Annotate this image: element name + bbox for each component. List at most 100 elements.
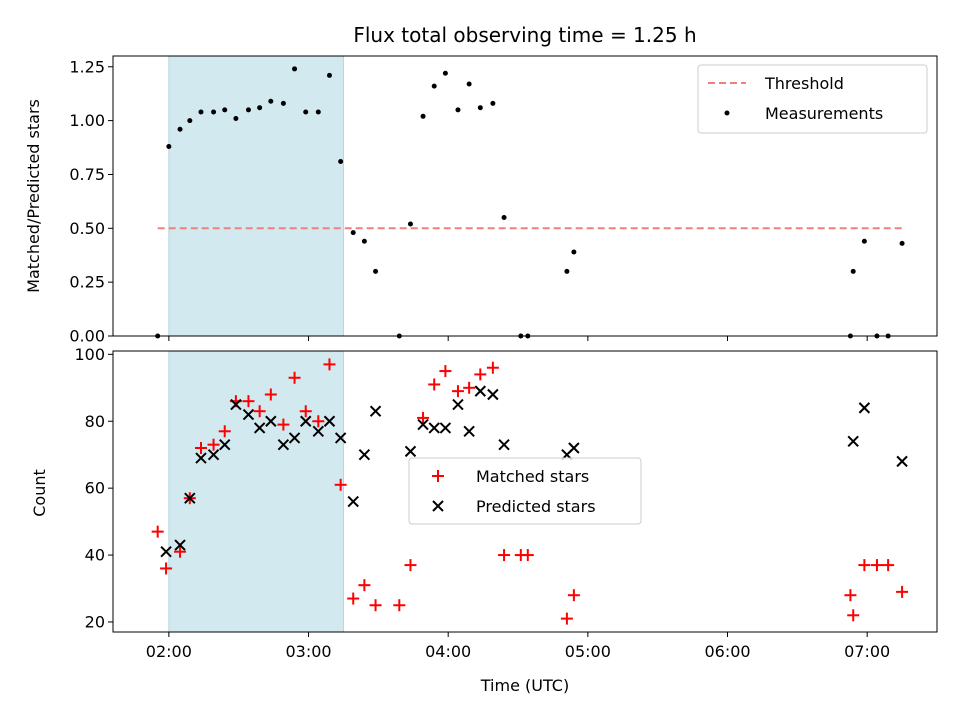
bot-ytick-label: 40 [85,546,105,565]
matched-point [160,562,173,575]
predicted-point [474,385,487,397]
measurement-point [407,221,413,227]
matched-point [174,545,187,558]
top-ytick-label: 1.25 [69,57,105,76]
predicted-point [265,415,277,427]
matched-point [264,388,277,401]
predicted-point [253,422,266,434]
predicted-point [323,415,336,427]
matched-point [417,411,430,424]
measurement-point [166,143,172,149]
measurement-point [861,238,867,244]
matched-point [521,549,534,562]
bot-xtick-label: 06:00 [704,642,750,661]
series-matched-stars [151,358,909,625]
predicted-point [417,418,429,431]
predicted-point [369,405,382,417]
measurement-point [850,268,856,274]
measurement-point [455,107,461,113]
matched-point [847,609,860,622]
measurement-point [326,72,332,78]
matched-point [870,559,883,572]
predicted-point [452,398,464,411]
bot-ytick-label: 60 [85,479,105,498]
measurement-point [292,66,298,72]
predicted-point [300,415,312,427]
predicted-point [358,448,371,461]
matched-point [486,361,499,374]
x-axis-label: Time (UTC) [480,676,569,695]
bot-ytick-label: 100 [74,345,105,364]
bottom-y-ticks: 20 40 60 80 100 [74,345,113,631]
top-series [155,66,905,339]
measurement-point [361,238,367,244]
matched-point [288,371,301,384]
measurement-point [350,230,356,236]
predicted-point [463,425,475,437]
matched-point [218,425,231,438]
measurement-point [338,159,344,165]
predicted-point [858,402,871,414]
matched-point [844,589,857,602]
matched-point [393,599,406,612]
bot-xtick-label: 05:00 [565,642,611,661]
matched-point [358,579,371,592]
matched-point [858,559,871,572]
measurement-point [373,268,379,274]
predicted-point [568,442,580,454]
predicted-point [207,448,220,461]
matched-point [404,559,417,572]
bottom-x-ticks: 02:00 03:00 04:00 05:00 06:00 07:00 [146,632,890,661]
predicted-point [184,492,196,504]
matched-point [428,378,441,391]
legend-predicted-swatch [432,500,444,512]
predicted-point [160,546,172,558]
top-y-ticks: 0.00 0.25 0.50 0.75 1.00 1.25 [69,57,113,346]
bottom-axes-frame [112,350,938,633]
measurement-point [477,105,483,111]
predicted-point [312,425,325,437]
matched-point [194,442,207,455]
measurement-point [420,113,426,119]
matched-point [439,365,452,378]
measurement-point [501,215,507,221]
top-legend-box [697,64,928,134]
predicted-point [404,445,417,458]
measurement-point [303,109,309,115]
predicted-point [428,422,440,434]
measurement-point [198,109,204,115]
measurement-point [177,126,183,132]
legend-predicted-label: Predicted stars [476,497,596,516]
measurement-point [466,81,472,87]
predicted-point [242,408,255,421]
predicted-point [277,438,290,451]
legend-measurements-label: Measurements [765,104,883,123]
predicted-point [219,438,231,451]
matched-point [299,405,312,418]
bottom-panel: 20 40 60 80 100 02:00 03:00 04:00 05:00 06:00 07:… [30,345,938,695]
chart-title: Flux total observing time = 1.25 h [353,23,696,47]
bottom-legend: Matched stars Predicted stars [408,457,642,525]
predicted-point [847,435,859,448]
measurement-point [222,107,228,113]
top-legend: Threshold Measurements [697,64,928,134]
measurement-point [211,109,217,115]
matched-point [347,592,360,605]
bot-xtick-label: 03:00 [285,642,331,661]
matched-point [451,385,464,398]
matched-point [312,415,325,428]
series-measurements [155,66,905,339]
bottom-legend-box [408,457,642,525]
legend-matched-label: Matched stars [476,467,589,486]
measurement-point [899,240,905,246]
top-y-axis-label: Matched/Predicted stars [24,99,43,293]
matched-point [369,599,382,612]
predicted-point [347,495,359,508]
legend-measurements-swatch [724,110,730,116]
top-ytick-label: 0.75 [69,165,105,184]
matched-point [463,381,476,394]
matched-point [334,478,347,491]
matched-point [560,612,573,625]
measurement-point [245,107,251,113]
